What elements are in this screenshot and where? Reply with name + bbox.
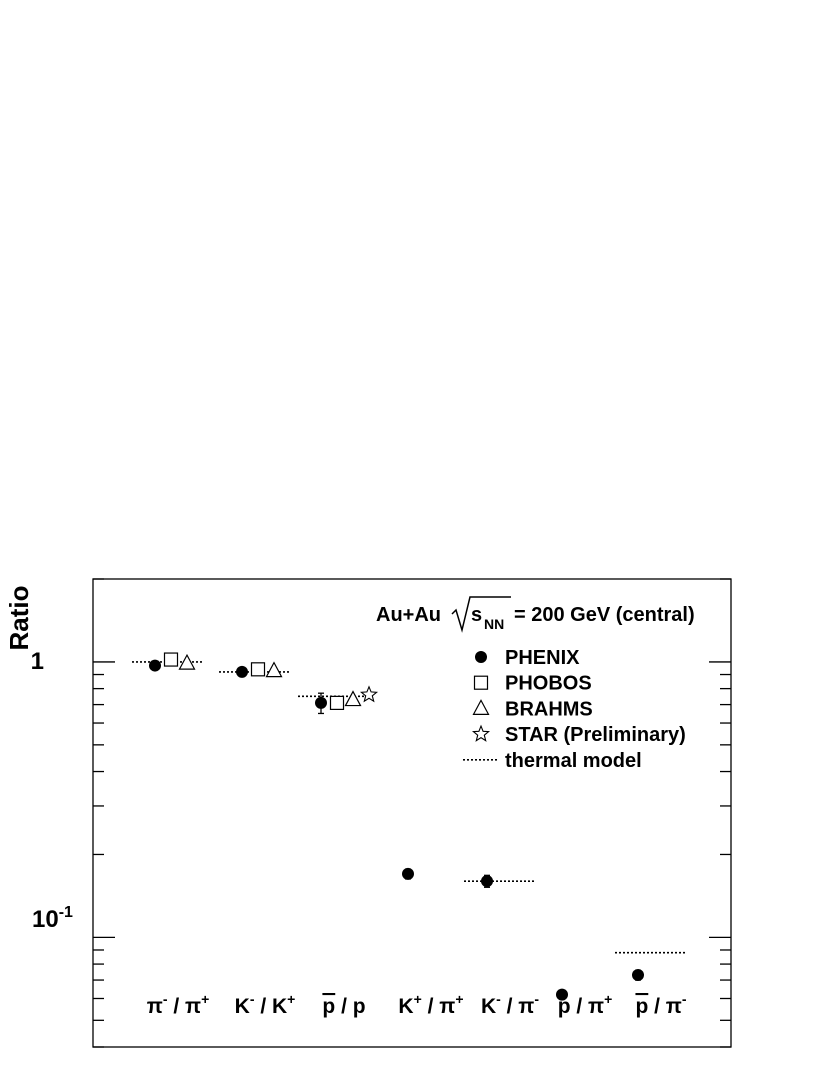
data-marks bbox=[132, 652, 687, 1001]
category-label-numerator: K bbox=[481, 995, 496, 1018]
phenix-point bbox=[556, 988, 568, 1001]
category-label-numerator: K bbox=[235, 995, 250, 1018]
title-suffix: = 200 GeV (central) bbox=[514, 604, 695, 626]
category-label: π- / π+ bbox=[147, 991, 210, 1018]
category-label: K- / π- bbox=[481, 991, 539, 1018]
category-label-denominator: / π bbox=[501, 995, 535, 1018]
category-label-numerator: π bbox=[147, 995, 163, 1018]
category-label-denominator: / π bbox=[571, 995, 605, 1018]
phobos-point bbox=[163, 652, 179, 667]
category-label-numerator: p bbox=[558, 995, 571, 1018]
category-label-charge: + bbox=[414, 991, 422, 1007]
legend-entry: STAR (Preliminary) bbox=[505, 724, 686, 746]
star-preliminary-point bbox=[359, 685, 379, 703]
phenix-point bbox=[149, 659, 161, 672]
y-tick-label-base: 10 bbox=[32, 906, 59, 933]
category-label-charge: + bbox=[287, 991, 295, 1007]
chart-title: Au+Au s NN = 200 GeV (central) bbox=[376, 596, 695, 633]
category-label-charge: + bbox=[201, 991, 209, 1007]
category-label: K+ / π+ bbox=[398, 991, 463, 1018]
category-label-charge: - bbox=[682, 991, 687, 1007]
y-tick-label-1: 1 bbox=[31, 648, 44, 675]
category-label-numerator: p bbox=[635, 995, 648, 1018]
category-label-charge: + bbox=[604, 991, 612, 1007]
phenix-point bbox=[481, 875, 493, 888]
category-label-numerator: K bbox=[398, 995, 413, 1018]
category-label-charge: - bbox=[250, 991, 255, 1007]
category-label-charge: - bbox=[163, 991, 168, 1007]
category-label: p / p bbox=[322, 995, 365, 1018]
y-tick-label-0.1: 10-1 bbox=[32, 904, 73, 933]
y-tick-label-exponent: -1 bbox=[59, 904, 73, 921]
category-label: K- / K+ bbox=[235, 991, 296, 1018]
y-axis-ticks bbox=[93, 578, 731, 1048]
phobos-point bbox=[329, 695, 345, 710]
title-prefix: Au+Au bbox=[376, 604, 441, 626]
category-label-denominator: / π bbox=[648, 995, 682, 1018]
legend-entry: thermal model bbox=[505, 750, 642, 772]
category-label: p / π+ bbox=[558, 991, 613, 1018]
legend-entry: BRAHMS bbox=[505, 698, 593, 720]
title-sqrt-subscript: NN bbox=[484, 616, 504, 632]
category-label-numerator: p bbox=[322, 995, 335, 1018]
legend: PHENIX PHOBOS BRAHMS STAR (Preliminary) ther… bbox=[463, 647, 686, 772]
phobos-point bbox=[250, 662, 266, 677]
phenix-point bbox=[236, 665, 248, 678]
legend-marker bbox=[475, 651, 487, 663]
phenix-point bbox=[402, 867, 414, 880]
legend-entry: PHOBOS bbox=[505, 673, 592, 695]
brahms-point bbox=[344, 690, 362, 707]
category-label-denominator: / K bbox=[254, 995, 287, 1018]
sqrt-sign bbox=[451, 596, 511, 633]
brahms-point bbox=[178, 653, 196, 670]
category-label-charge: + bbox=[455, 991, 463, 1007]
legend-entry: PHENIX bbox=[505, 647, 580, 669]
category-label-charge: - bbox=[534, 991, 539, 1007]
plot-frame bbox=[92, 578, 732, 1048]
category-label: p / π- bbox=[635, 991, 686, 1018]
category-label-charge: - bbox=[496, 991, 501, 1007]
category-labels: π- / π+ K- / K+ p / p K+ / π+ K- / π-p / π+ p… bbox=[147, 991, 687, 1018]
title-sqrt-base: s bbox=[471, 604, 482, 626]
category-label-denominator: / π bbox=[422, 995, 456, 1018]
legend-marker bbox=[473, 675, 489, 690]
phenix-point bbox=[315, 696, 327, 709]
legend-marker bbox=[472, 699, 490, 715]
brahms-point bbox=[265, 661, 283, 678]
y-axis-title: Ratio bbox=[4, 586, 34, 651]
category-label-denominator: / π bbox=[167, 995, 201, 1018]
legend-marker bbox=[471, 724, 491, 742]
phenix-point bbox=[632, 969, 644, 982]
category-label-denominator: / p bbox=[335, 995, 365, 1018]
